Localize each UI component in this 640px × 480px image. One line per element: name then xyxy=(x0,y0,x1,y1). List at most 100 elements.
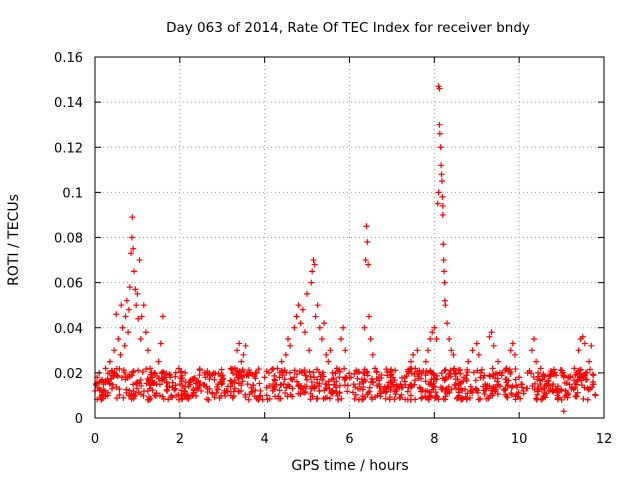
data-point xyxy=(431,324,438,331)
data-point xyxy=(252,369,259,376)
data-point xyxy=(500,386,507,393)
data-point xyxy=(113,395,120,402)
data-point xyxy=(272,377,279,384)
data-point xyxy=(410,351,417,358)
data-point xyxy=(159,313,166,320)
data-point xyxy=(158,369,165,376)
data-point xyxy=(553,387,560,394)
data-point xyxy=(216,395,223,402)
data-point xyxy=(461,374,468,381)
data-point xyxy=(319,377,326,384)
data-point xyxy=(354,385,361,392)
data-point xyxy=(388,366,395,373)
data-point xyxy=(263,392,270,399)
data-point xyxy=(573,369,580,376)
data-point xyxy=(308,385,315,392)
data-point xyxy=(481,372,488,379)
data-point xyxy=(583,376,590,383)
data-point xyxy=(303,376,310,383)
data-point xyxy=(459,387,466,394)
data-point xyxy=(490,342,497,349)
x-tick-label: 6 xyxy=(345,432,353,447)
data-point xyxy=(214,383,221,390)
data-point xyxy=(417,385,424,392)
data-point xyxy=(227,377,234,384)
data-point xyxy=(144,396,151,403)
data-point xyxy=(442,374,449,381)
x-axis-label: GPS time / hours xyxy=(291,458,408,474)
data-point xyxy=(116,365,123,372)
data-point xyxy=(129,369,136,376)
data-point xyxy=(535,385,542,392)
data-point xyxy=(310,257,317,264)
data-point xyxy=(354,375,361,382)
data-point xyxy=(147,365,154,372)
data-point xyxy=(287,375,294,382)
data-point xyxy=(172,373,179,380)
data-point xyxy=(567,374,574,381)
data-point xyxy=(578,377,585,384)
data-point xyxy=(512,376,519,383)
data-point xyxy=(295,302,302,309)
data-point xyxy=(422,358,429,365)
data-point xyxy=(178,377,185,384)
data-point xyxy=(251,373,258,380)
data-point xyxy=(111,369,118,376)
data-point xyxy=(440,241,447,248)
data-point xyxy=(308,378,315,385)
data-point xyxy=(145,347,152,354)
data-point xyxy=(303,372,310,379)
data-point xyxy=(137,376,144,383)
data-point xyxy=(511,351,518,358)
data-point xyxy=(373,368,380,375)
data-point xyxy=(146,380,153,387)
y-axis-label: ROTI / TECUs xyxy=(6,194,22,286)
data-point xyxy=(531,336,538,343)
data-point xyxy=(422,378,429,385)
data-point xyxy=(166,371,173,378)
data-point xyxy=(444,320,451,327)
data-point xyxy=(533,395,540,402)
data-point xyxy=(318,336,325,343)
data-point xyxy=(543,382,550,389)
data-point xyxy=(159,377,166,384)
data-point xyxy=(433,376,440,383)
y-tick-label: 0.12 xyxy=(54,141,83,156)
data-point xyxy=(457,370,464,377)
data-point xyxy=(287,342,294,349)
data-point xyxy=(249,388,256,395)
data-point xyxy=(474,367,481,374)
data-point xyxy=(424,347,431,354)
data-point xyxy=(488,387,495,394)
data-point xyxy=(135,315,142,322)
data-point xyxy=(306,368,313,375)
axis-ticks: 0 2 4 6 8 10 12 0 0.02 0.04 0.06 0.08 0.1 0.12 0.14 0.1… xyxy=(54,51,612,447)
data-point xyxy=(414,347,421,354)
data-point xyxy=(573,393,580,400)
data-point xyxy=(143,365,150,372)
data-point xyxy=(153,381,160,388)
data-point xyxy=(572,393,579,400)
data-point xyxy=(579,333,586,340)
data-point xyxy=(366,384,373,391)
data-point xyxy=(342,375,349,382)
data-point xyxy=(298,368,305,375)
data-point xyxy=(438,178,445,185)
data-point xyxy=(117,351,124,358)
data-point xyxy=(100,381,107,388)
data-point xyxy=(573,378,580,385)
data-point xyxy=(196,382,203,389)
data-point xyxy=(140,302,147,309)
data-point xyxy=(99,391,106,398)
data-point xyxy=(121,342,128,349)
data-point xyxy=(236,340,243,347)
data-point xyxy=(419,394,426,401)
data-point xyxy=(344,382,351,389)
data-point xyxy=(282,389,289,396)
data-point xyxy=(313,395,320,402)
data-point xyxy=(245,396,252,403)
data-point xyxy=(93,380,100,387)
data-point xyxy=(169,384,176,391)
data-point xyxy=(489,392,496,399)
data-point xyxy=(108,385,115,392)
